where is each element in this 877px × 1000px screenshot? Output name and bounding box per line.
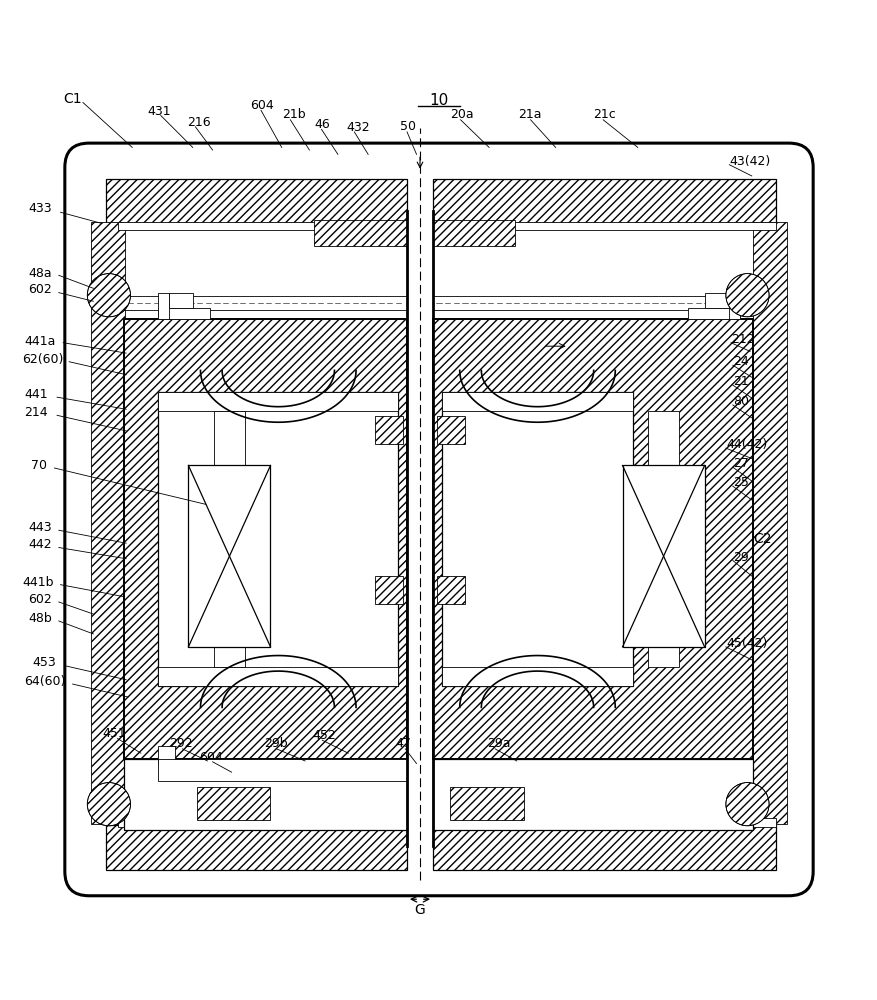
Text: 431: 431 [147, 105, 171, 118]
Bar [374, 576, 403, 604]
Text: 441b: 441b [23, 576, 54, 589]
Text: 216: 216 [187, 116, 210, 129]
Text: 43(42): 43(42) [729, 155, 770, 168]
Bar [158, 746, 175, 764]
Bar [432, 818, 775, 827]
Bar [125, 296, 407, 310]
Text: 21: 21 [732, 375, 748, 388]
Bar [432, 220, 515, 246]
Text: 29b: 29b [264, 737, 288, 750]
Text: 48a: 48a [29, 267, 52, 280]
Bar [432, 222, 775, 230]
Bar [729, 293, 738, 319]
Text: 441a: 441a [25, 335, 55, 348]
Text: 292: 292 [169, 737, 193, 750]
Bar [118, 818, 407, 827]
Text: 46: 46 [314, 118, 330, 131]
Text: C1: C1 [63, 92, 82, 106]
Bar [704, 293, 729, 308]
Circle shape [87, 783, 131, 826]
Bar [622, 465, 704, 647]
Bar [752, 222, 787, 824]
Bar [125, 759, 407, 830]
Bar [158, 392, 398, 411]
Text: 70: 70 [31, 459, 47, 472]
Text: 45(42): 45(42) [725, 637, 766, 650]
Text: 451: 451 [102, 727, 125, 740]
FancyBboxPatch shape [65, 143, 812, 896]
Text: 24: 24 [732, 355, 748, 368]
Bar [168, 293, 193, 308]
Text: 25: 25 [732, 476, 748, 489]
Bar [441, 392, 632, 411]
Text: 48b: 48b [29, 612, 53, 625]
Text: 64(60): 64(60) [25, 675, 66, 688]
Bar [106, 825, 407, 870]
Bar [313, 220, 407, 246]
Text: 441: 441 [25, 388, 48, 401]
Bar [687, 308, 738, 319]
Bar [214, 411, 245, 667]
Text: 50: 50 [400, 120, 416, 133]
Text: 21c: 21c [592, 108, 615, 121]
Text: 604: 604 [250, 99, 274, 112]
Bar [432, 319, 752, 759]
Text: 21b: 21b [282, 108, 305, 121]
Bar [441, 667, 632, 686]
Text: 214: 214 [25, 406, 48, 419]
Text: 29: 29 [732, 551, 748, 564]
Text: 62(60): 62(60) [23, 353, 64, 366]
Text: 604: 604 [198, 751, 222, 764]
Circle shape [87, 274, 131, 317]
Bar [437, 416, 465, 444]
Bar [125, 319, 407, 759]
Circle shape [725, 274, 768, 317]
Text: 442: 442 [29, 538, 52, 551]
Bar [158, 293, 168, 319]
Text: 443: 443 [29, 521, 52, 534]
Bar [106, 179, 407, 223]
Bar [441, 392, 632, 686]
Bar [437, 576, 465, 604]
Text: 29a: 29a [487, 737, 510, 750]
Text: 20a: 20a [450, 108, 474, 121]
Text: 602: 602 [29, 283, 53, 296]
Text: 10: 10 [429, 93, 448, 108]
Bar [196, 787, 270, 820]
Bar [158, 392, 398, 686]
Bar [432, 179, 775, 223]
Bar [158, 667, 398, 686]
Text: 432: 432 [346, 121, 370, 134]
Bar [158, 759, 407, 781]
Text: 27: 27 [732, 457, 748, 470]
Text: 433: 433 [29, 202, 52, 215]
Text: 44(42): 44(42) [725, 438, 766, 451]
Text: 453: 453 [32, 656, 56, 669]
Bar [158, 308, 210, 319]
Bar [432, 296, 752, 310]
Bar [374, 416, 403, 444]
Text: G: G [414, 903, 424, 917]
Text: C2: C2 [752, 532, 771, 546]
Bar [118, 222, 407, 230]
Bar [189, 465, 270, 647]
Text: 602: 602 [29, 593, 53, 606]
Text: 21a: 21a [518, 108, 541, 121]
Text: 47: 47 [396, 737, 411, 750]
Text: 452: 452 [311, 729, 335, 742]
Bar [450, 787, 523, 820]
Bar [90, 222, 125, 824]
Circle shape [725, 783, 768, 826]
Bar [647, 411, 679, 667]
Bar [432, 825, 775, 870]
Text: 212: 212 [731, 333, 754, 346]
Bar [432, 759, 752, 830]
Text: 80: 80 [732, 395, 748, 408]
